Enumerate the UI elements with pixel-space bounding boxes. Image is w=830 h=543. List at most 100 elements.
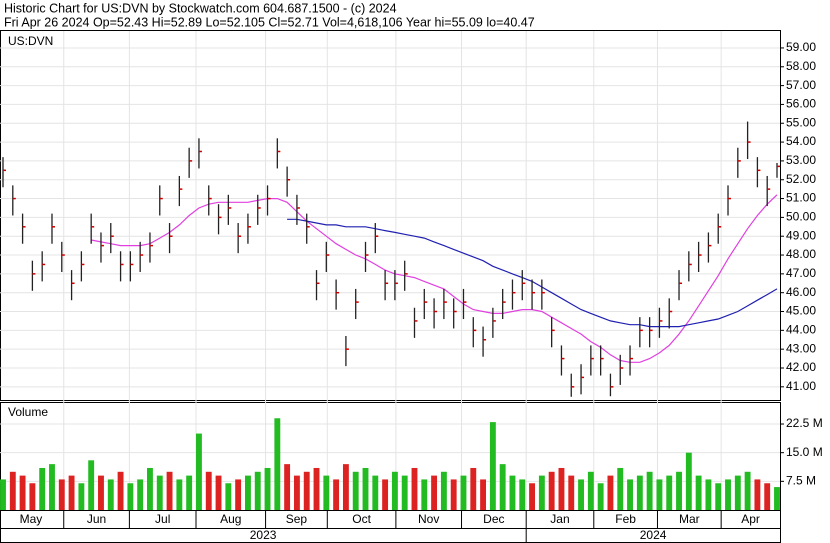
volume-bar <box>568 475 575 510</box>
volume-bar <box>499 464 506 510</box>
volume-bar <box>587 471 594 510</box>
volume-bar <box>489 422 496 510</box>
volume-bar <box>342 464 349 510</box>
volume-bar <box>744 471 751 510</box>
x-tick-label: Apr <box>741 512 760 526</box>
volume-bar <box>676 471 682 510</box>
y-tick-label: 58.00 <box>786 59 816 73</box>
y-tick-label: 50.00 <box>786 210 816 224</box>
moving-average <box>91 194 778 363</box>
volume-bar <box>78 483 85 510</box>
volume-bar <box>627 479 633 510</box>
volume-bar <box>391 471 398 510</box>
volume-bar <box>49 464 55 510</box>
volume-bar <box>186 475 193 510</box>
volume-bar <box>480 479 487 510</box>
volume-bar <box>88 460 95 510</box>
volume-bar <box>421 479 428 510</box>
x-tick-label: Jul <box>155 512 170 526</box>
volume-bar <box>666 475 673 510</box>
volume-bar <box>215 475 222 510</box>
volume-bar <box>450 479 457 510</box>
x-tick-label: Dec <box>483 512 504 526</box>
volume-bar <box>58 479 65 510</box>
volume-bar <box>597 483 604 510</box>
x-tick-label: May <box>20 512 43 526</box>
y-tick-label: 53.00 <box>786 153 816 167</box>
volume-bar <box>39 467 46 510</box>
volume-bar <box>431 475 438 510</box>
volume-bar <box>460 475 467 510</box>
volume-bar <box>98 475 104 510</box>
volume-bar <box>548 471 555 510</box>
symbol-label: US:DVN <box>8 34 53 48</box>
price-panel <box>0 30 781 401</box>
volume-bar <box>313 467 320 510</box>
volume-bar <box>705 479 712 510</box>
volume-bar <box>578 479 584 510</box>
volume-bar <box>646 471 653 510</box>
volume-bar <box>254 471 261 510</box>
y-tick-label: 43.00 <box>786 341 816 355</box>
volume-bar <box>519 479 526 510</box>
y-tick-label: 41.00 <box>786 379 816 393</box>
y-tick-label: 48.00 <box>786 247 816 261</box>
volume-bar <box>695 475 702 510</box>
volume-bar <box>176 479 183 510</box>
volume-bar <box>235 479 242 510</box>
volume-bar <box>440 471 447 510</box>
x-tick-label: Mar <box>679 512 700 526</box>
x-tick-label: Sep <box>286 512 308 526</box>
volume-bar <box>264 467 271 510</box>
chart-title: Historic Chart for US:DVN by Stockwatch.… <box>4 1 397 15</box>
volume-bar <box>685 452 692 510</box>
y-tick-label: 54.00 <box>786 134 816 148</box>
y-tick-label: 57.00 <box>786 78 816 92</box>
volume-bar <box>382 479 389 510</box>
volume-tick-label: 22.5 M <box>786 416 823 430</box>
year-label: 2023 <box>250 528 277 542</box>
volume-bar <box>656 479 663 510</box>
x-tick-label: Nov <box>418 512 439 526</box>
volume-bar <box>617 467 624 510</box>
y-tick-label: 55.00 <box>786 115 816 129</box>
volume-bar <box>196 433 202 510</box>
volume-bar <box>372 475 379 510</box>
volume-bar <box>303 471 310 510</box>
volume-bar <box>529 483 536 510</box>
volume-bar <box>19 475 26 510</box>
x-tick-label: Jun <box>87 512 106 526</box>
y-tick-label: 45.00 <box>786 304 816 318</box>
volume-bar <box>725 479 731 510</box>
y-tick-label: 52.00 <box>786 172 816 186</box>
quote-line: Fri Apr 26 2024 Op=52.43 Hi=52.89 Lo=52.… <box>4 15 535 29</box>
y-tick-label: 46.00 <box>786 285 816 299</box>
volume-tick-label: 15.0 M <box>786 445 823 459</box>
y-tick-label: 51.00 <box>786 191 816 205</box>
volume-bar <box>470 467 477 510</box>
volume-bar <box>68 475 75 510</box>
volume-bar <box>401 475 408 510</box>
volume-bar <box>0 479 6 510</box>
y-tick-label: 49.00 <box>786 228 816 242</box>
y-tick-label: 59.00 <box>786 40 816 54</box>
volume-bar <box>156 475 163 510</box>
volume-bar <box>411 467 418 510</box>
volume-bar <box>607 475 614 510</box>
volume-bar <box>558 467 565 510</box>
y-tick-label: 44.00 <box>786 323 816 337</box>
volume-bar <box>107 479 114 510</box>
x-tick-label: Feb <box>615 512 636 526</box>
volume-bar <box>715 483 722 510</box>
y-tick-label: 42.00 <box>786 360 816 374</box>
volume-bar <box>117 471 124 510</box>
y-tick-label: 56.00 <box>786 97 816 111</box>
volume-bar <box>127 483 134 510</box>
volume-bar <box>274 418 281 510</box>
volume-bar <box>362 467 369 510</box>
volume-bar <box>764 483 771 510</box>
volume-bar <box>352 471 359 510</box>
volume-bar <box>9 471 16 510</box>
